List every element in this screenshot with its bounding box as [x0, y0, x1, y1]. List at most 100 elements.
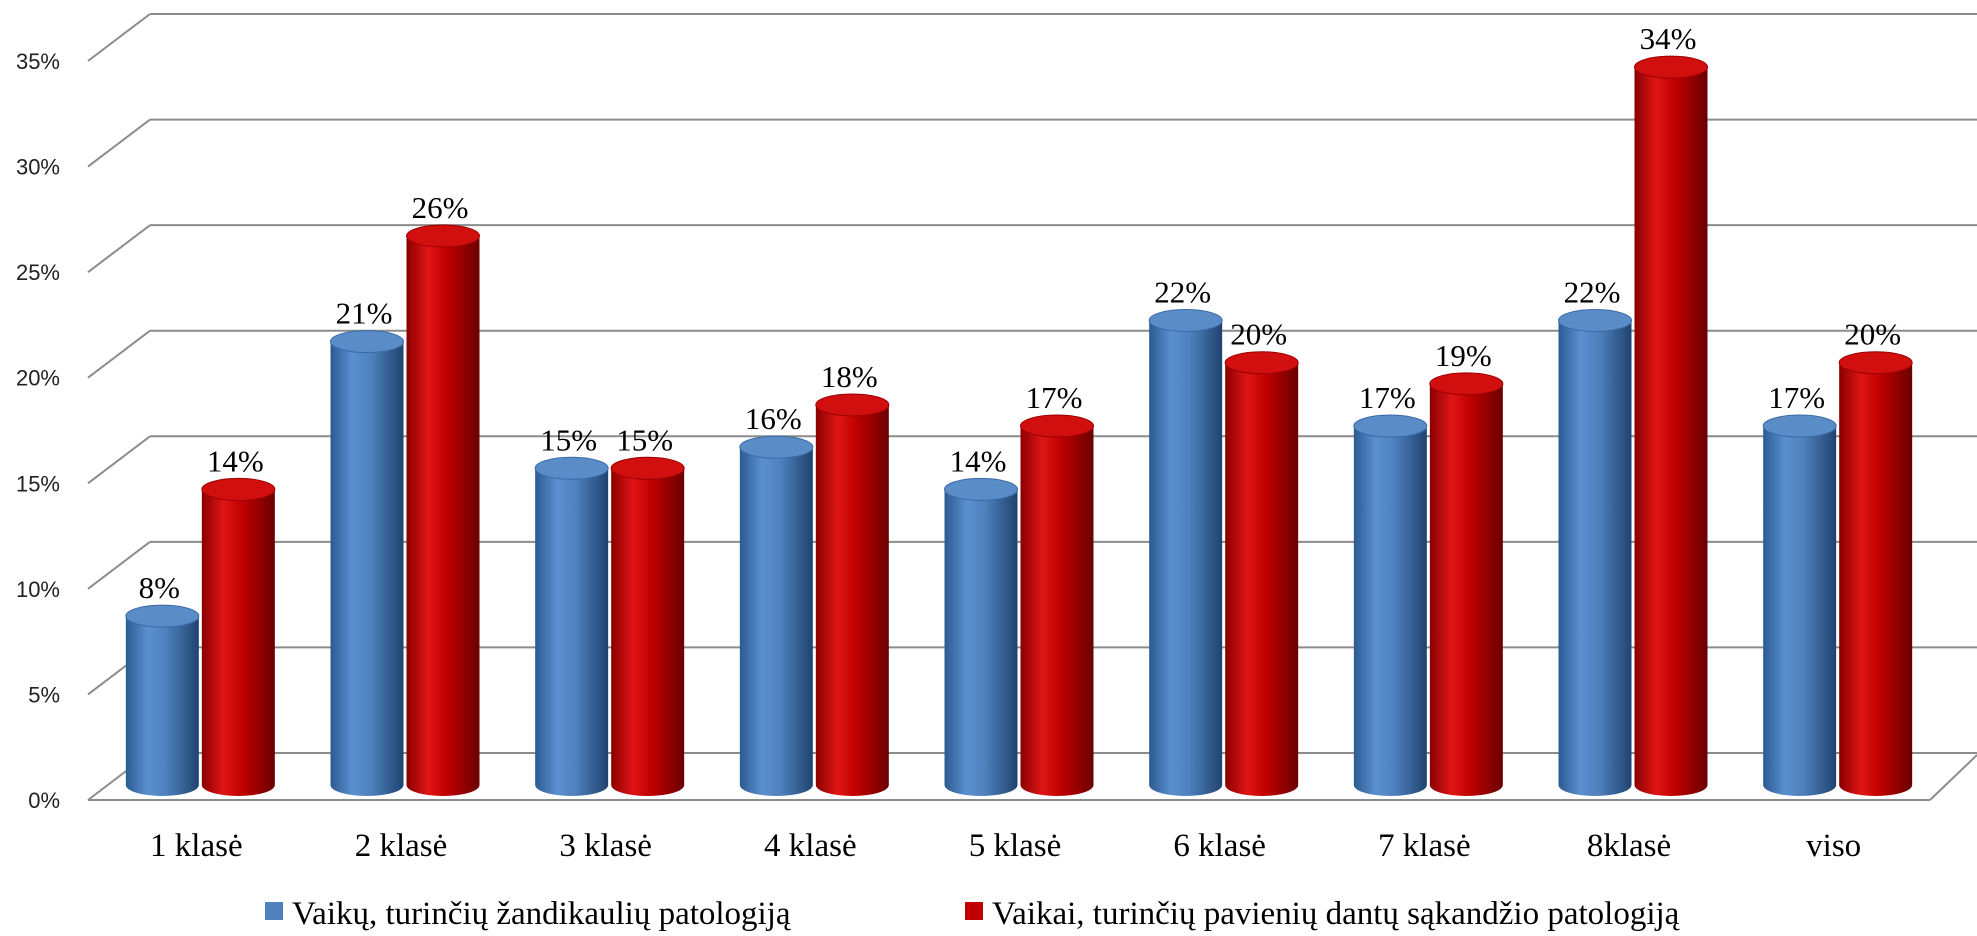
x-tick-label: 7 klasė: [1378, 828, 1471, 864]
bar-body: [406, 236, 480, 797]
bar-series-1-1: [125, 604, 200, 796]
bar-top: [739, 435, 814, 459]
bar-top: [1429, 372, 1504, 396]
legend-swatch-series-2: [965, 902, 983, 920]
bar-series-1-6: [1148, 308, 1223, 797]
data-label: 22%: [1564, 274, 1621, 309]
data-label: 34%: [1640, 21, 1697, 56]
bar-body: [1020, 426, 1094, 797]
bar-series-1-7: [1353, 414, 1428, 797]
y-tick-label: 35%: [16, 49, 60, 74]
bar-series-1-3: [534, 456, 609, 797]
bar-series-2-7: [1429, 372, 1504, 797]
data-label: 16%: [745, 401, 802, 436]
x-tick-label: 6 klasė: [1173, 828, 1266, 864]
y-tick-label: 15%: [16, 471, 60, 496]
x-tick-label: viso: [1806, 828, 1861, 864]
data-label: 14%: [207, 443, 264, 478]
data-label: 8%: [139, 570, 180, 605]
bar-top: [1762, 414, 1837, 438]
bar-series-1-9: [1762, 414, 1837, 797]
bar-body: [201, 489, 275, 796]
bar-series-1-5: [944, 477, 1018, 797]
bar-top: [330, 330, 404, 354]
data-label: 14%: [950, 443, 1007, 478]
bar-series-2-1: [201, 477, 276, 796]
bar-body: [1225, 362, 1299, 797]
y-tick-label: 0%: [28, 788, 60, 813]
bar-series-1-2: [330, 330, 404, 797]
bar-body: [611, 468, 685, 797]
data-label: 15%: [616, 422, 673, 457]
data-label: 15%: [540, 422, 597, 457]
x-tick-label: 8klasė: [1587, 828, 1671, 864]
bar-body: [739, 447, 813, 797]
floor-right-edge: [1929, 754, 1977, 801]
bar-body: [535, 468, 609, 797]
bar-body: [1149, 320, 1223, 797]
bar-body: [1353, 426, 1427, 797]
x-axis: 1 klasė 2 klasė 3 klasė 4 klasė 5 klasė 6 kla…: [150, 828, 1861, 864]
bar-top: [1634, 55, 1708, 79]
data-label: 18%: [821, 359, 878, 394]
bar-body: [125, 616, 199, 796]
gridline-depth: [87, 13, 151, 62]
bar-top: [610, 456, 685, 480]
data-label: 17%: [1768, 380, 1825, 415]
gridline-depth: [87, 118, 151, 168]
data-label: 17%: [1359, 380, 1416, 415]
bar-series-1-4: [739, 435, 814, 797]
x-tick-label: 1 klasė: [150, 828, 243, 864]
bar-body: [330, 341, 404, 797]
bar-series-2-9: [1838, 351, 1913, 797]
gridline-depth: [87, 329, 151, 379]
bar-top: [944, 477, 1018, 501]
legend-label-series-2: Vaikai, turinčių pavienių dantų sąkandži…: [992, 896, 1680, 932]
bar-series-1-8: [1558, 308, 1632, 797]
bar-body: [1429, 383, 1503, 797]
y-tick-label: 10%: [16, 577, 60, 602]
gridline-depth: [87, 541, 151, 590]
y-tick-label: 20%: [16, 366, 60, 391]
data-label: 21%: [336, 296, 393, 331]
bar-series-2-3: [610, 456, 685, 797]
data-label: 20%: [1844, 317, 1901, 352]
legend-label-series-1: Vaikų, turinčių žandikaulių patologiją: [292, 896, 791, 932]
bar-top: [406, 224, 480, 248]
bar-top: [1020, 414, 1094, 438]
legend-swatch-series-1: [265, 902, 283, 920]
bar-body: [1763, 426, 1837, 797]
y-tick-label: 25%: [16, 260, 60, 285]
bar-series-2-6: [1224, 351, 1299, 797]
x-tick-label: 2 klasė: [355, 828, 448, 864]
x-tick-label: 5 klasė: [969, 828, 1062, 864]
bar-series-2-5: [1020, 414, 1094, 797]
y-tick-label: 30%: [16, 155, 60, 180]
bar-top: [1838, 351, 1913, 375]
bar-body: [815, 404, 889, 797]
bar-series-2-8: [1634, 55, 1708, 797]
bar-top: [125, 604, 200, 628]
bar-body: [1839, 362, 1913, 797]
data-label: 26%: [412, 190, 469, 225]
y-tick-label: 5%: [28, 682, 60, 707]
data-label: 17%: [1026, 380, 1083, 415]
y-axis: 0% 5% 10% 15% 20% 25% 30% 35%: [16, 49, 60, 813]
bar-top: [1224, 351, 1299, 375]
bar-top: [1353, 414, 1428, 438]
x-tick-label: 4 klasė: [764, 828, 857, 864]
bar-top: [1558, 308, 1632, 332]
bar-series-2-2: [406, 224, 480, 797]
x-tick-label: 3 klasė: [559, 828, 652, 864]
data-label: 22%: [1154, 274, 1211, 309]
bar-series-2-4: [815, 393, 890, 797]
bar-top: [534, 456, 609, 480]
bar-body: [944, 489, 1018, 797]
bar-top: [1148, 308, 1223, 332]
data-label: 19%: [1435, 338, 1492, 373]
bar-body: [1558, 320, 1632, 797]
gridline-depth: [87, 435, 151, 485]
bar-body: [1634, 67, 1708, 797]
legend: Vaikų, turinčių žandikaulių patologiją V…: [265, 896, 1680, 932]
